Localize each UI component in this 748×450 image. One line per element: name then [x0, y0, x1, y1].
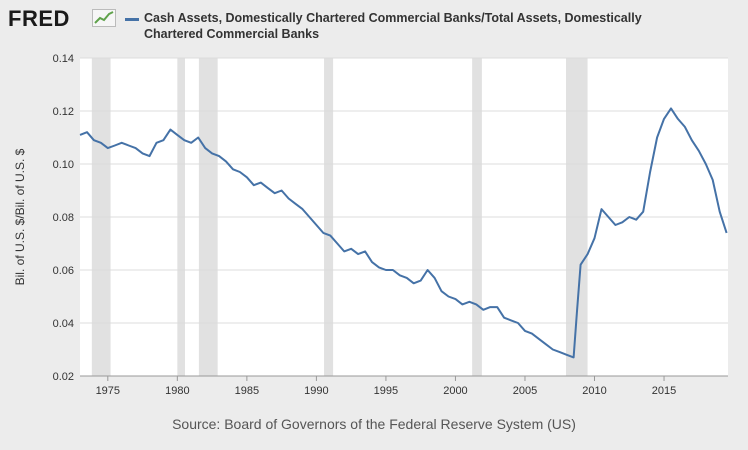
y-axis-label: Bil. of U.S. $/Bil. of U.S. $ [13, 148, 27, 285]
y-tick-label: 0.12 [53, 106, 74, 118]
legend-series-swatch [125, 18, 139, 21]
x-tick-label: 1975 [96, 385, 120, 397]
x-tick-label: 2015 [652, 385, 676, 397]
y-tick-label: 0.08 [53, 212, 74, 224]
x-tick-label: 2005 [513, 385, 537, 397]
fred-logo[interactable]: FRED [8, 6, 70, 31]
y-tick-label: 0.04 [53, 318, 74, 330]
x-tick-label: 1980 [165, 385, 189, 397]
source-note: Source: Board of Governors of the Federa… [172, 416, 576, 432]
chart-header: FRED Cash Assets, Domestically Chartered… [0, 0, 748, 50]
x-tick-label: 2000 [443, 385, 467, 397]
legend-series-label[interactable]: Cash Assets, Domestically Chartered Comm… [144, 11, 642, 41]
y-tick-label: 0.10 [53, 159, 74, 171]
series-line [79, 107, 728, 359]
y-axis: 0.02 0.04 0.06 0.08 0.10 0.12 0.14 [53, 53, 74, 383]
x-axis: 1975 1980 1985 1990 1995 2000 2005 2010 2015 [80, 375, 728, 397]
x-tick-label: 1995 [374, 385, 398, 397]
x-tick-label: 2010 [582, 385, 606, 397]
trend-graph-icon [92, 9, 116, 27]
series-group [79, 107, 728, 359]
x-tick-label: 1990 [304, 385, 328, 397]
y-tick-label: 0.06 [53, 265, 74, 277]
y-tick-label: 0.14 [53, 53, 74, 65]
y-tick-label: 0.02 [53, 371, 74, 383]
x-tick-label: 1985 [235, 385, 259, 397]
